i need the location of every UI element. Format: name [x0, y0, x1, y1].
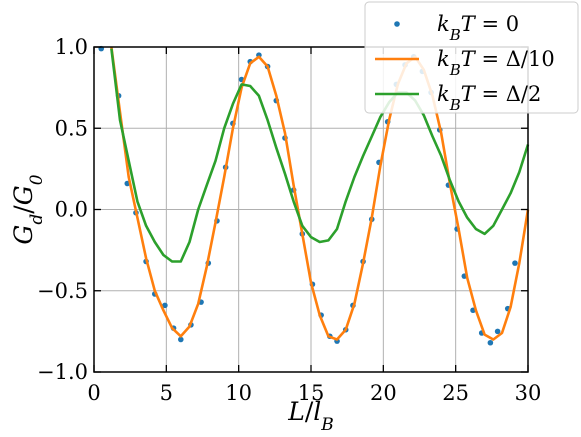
legend-item: kBT = Δ/2: [375, 82, 541, 114]
x-tick-label: 25: [442, 381, 469, 405]
y-tick-label: 0.5: [55, 116, 88, 140]
legend-item: kBT = 0: [394, 12, 519, 44]
x-axis-label: L/lB: [287, 397, 334, 435]
series-3: [110, 48, 530, 263]
x-tick-label: 15: [298, 381, 325, 405]
x-tick-label: 10: [225, 381, 252, 405]
y-tick-label: −1.0: [37, 360, 88, 384]
x-tick-label: 20: [370, 381, 397, 405]
legend-box: [364, 1, 579, 114]
legend-label: kBT = 0: [437, 12, 519, 44]
y-tick-label: 1.0: [55, 35, 88, 59]
data-point: [494, 328, 501, 335]
data-point: [512, 260, 518, 266]
y-tick-label: −0.5: [37, 279, 88, 303]
x-tick-label: 5: [160, 381, 173, 405]
series-line: [110, 48, 530, 263]
data-point: [487, 339, 494, 346]
legend-label: kBT = Δ/10: [437, 47, 555, 79]
legend-label: kBT = Δ/2: [437, 82, 541, 114]
y-tick-label: 0.0: [55, 198, 88, 222]
x-tick-label: 0: [87, 381, 100, 405]
data-point: [178, 336, 184, 343]
legend-item: kBT = Δ/10: [375, 47, 555, 79]
series-2: [110, 46, 530, 341]
ticks: 0 5 10 15 20 25 30 −1.0 −0.5 0.0 0.5 1.0: [37, 35, 541, 405]
y-axis-label: Gd/G0: [9, 174, 47, 244]
x-tick-label: 30: [515, 381, 542, 405]
data-point: [162, 302, 168, 309]
series-line: [110, 46, 530, 341]
axis-labels: L/lB Gd/G0: [9, 174, 334, 435]
legend-marker: [394, 21, 400, 27]
